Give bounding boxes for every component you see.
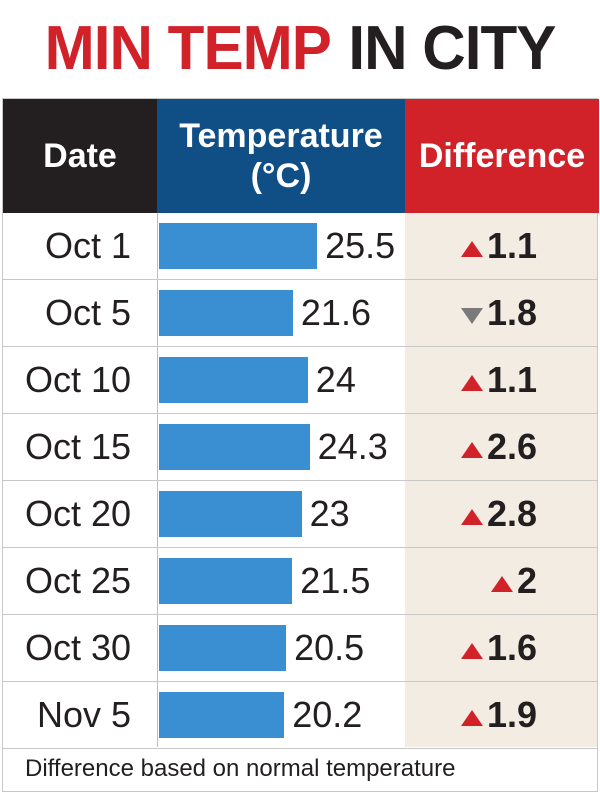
table-row: Oct 20 23 2.8 <box>3 481 597 548</box>
triangle-up-icon <box>460 375 483 391</box>
temperature-value-label: 21.5 <box>300 560 371 601</box>
header-temperature-unit: (°C) <box>250 157 312 195</box>
difference-cell: 1.9 <box>407 682 537 748</box>
row-date: Nov 5 <box>36 694 131 735</box>
triangle-up-icon <box>460 442 483 458</box>
table-row: Oct 30 20.5 1.6 <box>3 615 597 682</box>
difference-value: 2.6 <box>486 426 537 467</box>
header-difference: Difference <box>405 99 599 213</box>
difference-value: 2.8 <box>486 493 537 534</box>
triangle-up-icon <box>490 576 513 592</box>
row-date: Oct 1 <box>44 225 131 266</box>
title-part-1: MIN TEMP <box>44 13 332 83</box>
triangle-up-icon <box>460 643 483 659</box>
table-row: Oct 10 24 1.1 <box>3 347 597 414</box>
table-row: Oct 15 24.3 2.6 <box>3 414 597 481</box>
triangle-up-icon <box>460 241 483 257</box>
temperature-bar <box>159 424 310 470</box>
temperature-bar <box>159 290 293 336</box>
difference-cell: 2 <box>407 548 537 614</box>
difference-cell: 1.6 <box>407 615 537 681</box>
difference-value: 1.8 <box>486 292 537 333</box>
row-date: Oct 15 <box>24 426 131 467</box>
temperature-bar <box>159 357 308 403</box>
triangle-up-icon <box>460 509 483 525</box>
difference-value: 1.1 <box>486 359 537 400</box>
table-row: Nov 5 20.2 1.9 <box>3 682 597 749</box>
triangle-down-icon <box>460 308 483 324</box>
difference-cell: 2.6 <box>407 414 537 480</box>
header-temperature-line1: Temperature <box>179 117 383 155</box>
temperature-value-label: 24.3 <box>317 426 388 467</box>
footnote: Difference based on normal temperature <box>25 755 456 782</box>
chart-title: MIN TEMP IN CITY <box>9 0 591 96</box>
table-row: Oct 5 21.6 1.8 <box>3 280 597 347</box>
temperature-value-label: 21.6 <box>300 292 371 333</box>
temperature-value-label: 23 <box>309 493 350 534</box>
table-row: Oct 25 21.5 2 <box>3 548 597 615</box>
header-date: Date <box>3 99 157 213</box>
difference-value: 1.1 <box>486 225 537 266</box>
temperature-value-label: 20.2 <box>292 694 363 735</box>
temperature-value-label: 20.5 <box>294 627 365 668</box>
temperature-table: Date Temperature (°C) Difference Oct 1 25… <box>2 98 599 792</box>
difference-cell: 1.1 <box>407 213 537 279</box>
title-part-2: IN CITY <box>348 13 556 83</box>
row-date: Oct 30 <box>24 627 131 668</box>
difference-value: 1.6 <box>486 627 537 668</box>
temperature-bar <box>159 491 302 537</box>
row-date: Oct 5 <box>44 292 131 333</box>
row-date: Oct 25 <box>24 560 131 601</box>
temperature-value-label: 24 <box>315 359 356 400</box>
temperature-bar <box>159 692 285 738</box>
temperature-bar <box>159 625 287 671</box>
row-date: Oct 10 <box>24 359 131 400</box>
temperature-value-label: 25.5 <box>325 225 396 266</box>
difference-cell: 1.1 <box>407 347 537 413</box>
header-temperature: Temperature (°C) <box>157 99 405 213</box>
row-date: Oct 20 <box>24 493 131 534</box>
table-row: Oct 1 25.5 1.1 <box>3 213 597 280</box>
difference-value: 1.9 <box>486 694 537 735</box>
temperature-bar <box>159 558 293 604</box>
triangle-up-icon <box>460 710 483 726</box>
difference-cell: 1.8 <box>407 280 537 346</box>
difference-value: 2 <box>516 560 537 601</box>
temperature-bar <box>159 223 318 269</box>
difference-cell: 2.8 <box>407 481 537 547</box>
